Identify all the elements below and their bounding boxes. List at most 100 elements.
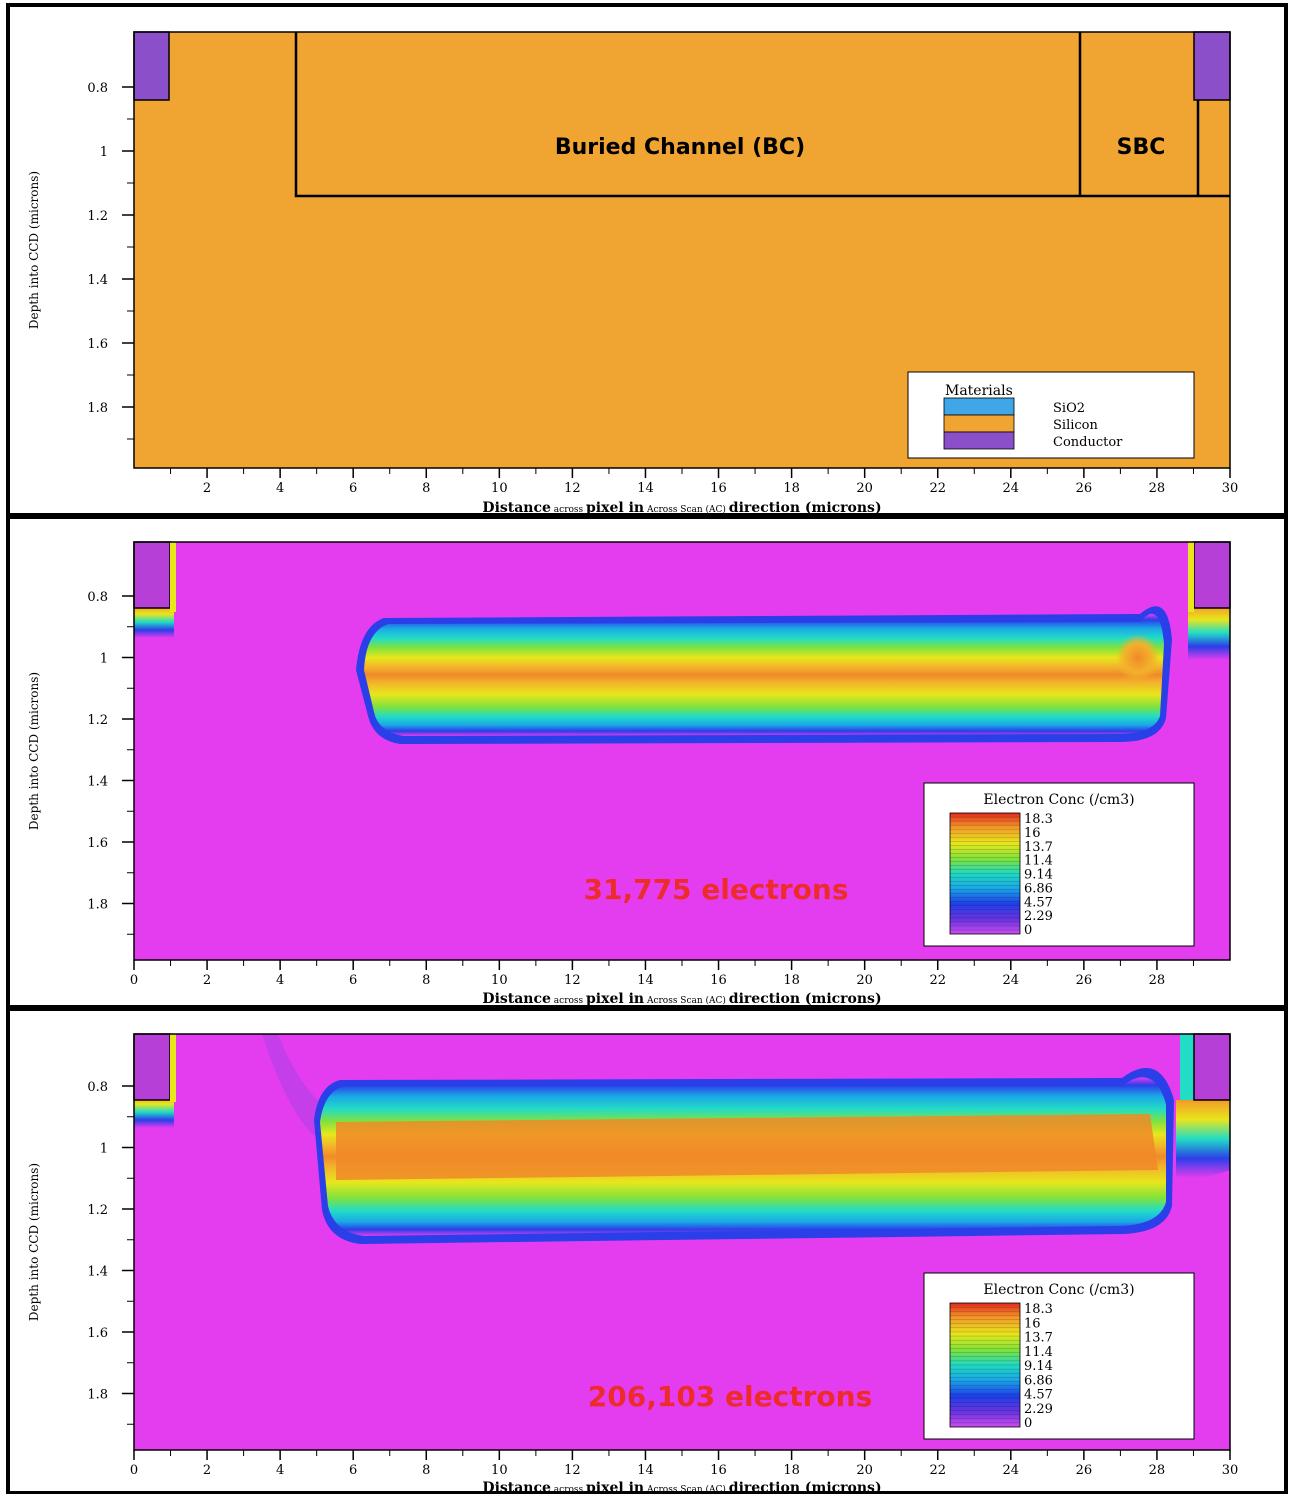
- x-axis-label-part: Distance: [482, 991, 551, 1007]
- x-tick-label: 0: [130, 1463, 138, 1478]
- x-tick-label: 16: [710, 1463, 727, 1478]
- legend-label-sio2: SiO2: [1053, 401, 1085, 416]
- colorbar-level-label: 9.14: [1024, 868, 1053, 883]
- x-tick-label: 6: [349, 973, 357, 988]
- x-tick-label: 10: [491, 481, 508, 496]
- x-tick-label: 4: [276, 481, 284, 496]
- x-tick-label: 18: [783, 481, 800, 496]
- right-spill: [1180, 1034, 1194, 1100]
- x-tick-label: 6: [349, 481, 357, 496]
- colorbar-level-label: 16: [1024, 1316, 1041, 1331]
- x-tick-label: 8: [422, 973, 430, 988]
- x-axis-label-part: Distance: [482, 1480, 551, 1494]
- x-tick-label: 28: [1149, 973, 1166, 988]
- y-tick-label: 1.4: [87, 273, 108, 288]
- conductor-left: [133, 541, 171, 609]
- x-axis-label-part: Across Scan (AC): [644, 995, 729, 1006]
- x-tick-label: 6: [349, 1463, 357, 1478]
- x-tick-label: 8: [422, 1463, 430, 1478]
- colorbar-level-label: 11.4: [1024, 854, 1053, 869]
- x-tick-label: 8: [422, 481, 430, 496]
- edge-gap-right: [1188, 542, 1194, 612]
- legend-label-conductor: Conductor: [1053, 435, 1123, 450]
- colorbar-level-label: 0: [1024, 1416, 1032, 1431]
- legend-title: Electron Conc (/cm3): [983, 1282, 1134, 1298]
- materials-plot: Buried Channel (BC) SBC Materials SiO2 S…: [27, 31, 1238, 516]
- y-tick-label: 1.6: [87, 1326, 108, 1341]
- y-axis-label: Depth into CCD (microns): [27, 171, 41, 329]
- x-tick-label: 16: [710, 973, 727, 988]
- bc-outline: [294, 32, 1230, 198]
- x-tick-label: 4: [276, 1463, 284, 1478]
- x-axis-label-part: direction (microns): [729, 500, 882, 516]
- x-tick-label: 20: [856, 1463, 873, 1478]
- y-tick-label: 0.8: [87, 590, 108, 605]
- x-tick-label: 14: [637, 1463, 654, 1478]
- x-axis-label-part: across: [551, 505, 586, 515]
- x-axis-label-part: Across Scan (AC): [644, 504, 729, 515]
- y-tick-label: 1.2: [87, 1203, 108, 1218]
- x-tick-label: 26: [1076, 1463, 1093, 1478]
- colorbar-level-label: 18.3: [1024, 812, 1053, 827]
- y-axis-label: Depth into CCD (microns): [27, 1163, 41, 1321]
- edge-band-left: [134, 1096, 174, 1128]
- legend-label-silicon: Silicon: [1053, 418, 1098, 433]
- y-tick-label: 1.4: [87, 775, 108, 790]
- legend-title: Materials: [945, 383, 1013, 399]
- electron-count-annotation: 206,103 electrons: [588, 1380, 872, 1413]
- x-tick-label: 26: [1076, 481, 1093, 496]
- y-tick-label: 1: [100, 1142, 108, 1157]
- x-tick-label: 4: [276, 973, 284, 988]
- x-axis-label-part: Distance: [482, 500, 551, 516]
- x-tick-label: 22: [929, 1463, 946, 1478]
- charge-packet: [364, 613, 1164, 736]
- colorbar-level-label: 6.86: [1024, 881, 1053, 896]
- x-axis-label-part: pixel in: [586, 1480, 644, 1494]
- concentration-plot-2: 206,103 electrons Electron Conc (/cm3)18…: [27, 1033, 1239, 1496]
- x-tick-label: 18: [783, 1463, 800, 1478]
- conductor-left: [133, 31, 170, 101]
- x-axis-label-part: across: [551, 996, 586, 1006]
- x-tick-label: 10: [491, 1463, 508, 1478]
- bc-label: Buried Channel (BC): [555, 135, 805, 160]
- sbc-hotspot: [1116, 634, 1160, 682]
- y-tick-label: 1: [100, 652, 108, 667]
- colorbar-level-label: 0: [1024, 923, 1032, 938]
- x-tick-label: 0: [130, 973, 138, 988]
- x-axis-label-part: direction (microns): [729, 1480, 882, 1494]
- concentration-plot-1: 31,775 electrons Electron Conc (/cm3) 18.…: [27, 541, 1231, 1007]
- x-axis-label-part: pixel in: [586, 991, 644, 1007]
- colorbar-level-label: 13.7: [1024, 1331, 1053, 1346]
- concentration-legend: Electron Conc (/cm3) 18.31613.711.49.146.…: [923, 1272, 1195, 1440]
- edge-gap-left: [170, 542, 176, 612]
- edge-gap-left: [170, 1034, 176, 1102]
- x-tick-label: 20: [856, 973, 873, 988]
- x-tick-label: 30: [1222, 1463, 1239, 1478]
- y-tick-label: 1.8: [87, 1388, 108, 1403]
- x-tick-label: 14: [637, 481, 654, 496]
- electron-count-annotation: 31,775 electrons: [583, 873, 848, 906]
- legend-swatch-conductor: [943, 431, 1015, 450]
- x-axis-label: Distance across pixel in Across Scan (AC…: [482, 500, 881, 516]
- axes: 0.811.21.41.61.80 2 4 6 8 10 12 14 16 18 20 22 24 26 2…: [27, 590, 1194, 1007]
- colorbar-level-label: 9.14: [1024, 1359, 1053, 1374]
- x-tick-label: 24: [1003, 1463, 1020, 1478]
- x-tick-label: 18: [783, 973, 800, 988]
- colorbar-level-label: 4.57: [1024, 1388, 1053, 1403]
- x-axis-label: Distance across pixel in Across Scan (AC…: [482, 1480, 881, 1494]
- colorbar-level-label: 13.7: [1024, 840, 1053, 855]
- axes: 0.811.21.41.61.80 2 4 6 8 10 12 14 16 18 20 22 24 26 2…: [27, 1080, 1239, 1496]
- y-tick-label: 1.4: [87, 1265, 108, 1280]
- panel-frame-3: [6, 1007, 1288, 1495]
- legend-title: Electron Conc (/cm3): [983, 792, 1134, 808]
- conductor-left: [133, 1033, 171, 1101]
- diffusion-smear: [262, 1034, 330, 1140]
- concentration-legend: Electron Conc (/cm3) 18.31613.711.49.146.…: [923, 782, 1195, 947]
- conductor-right: [1193, 31, 1231, 101]
- legend-swatch-silicon: [943, 414, 1015, 433]
- y-tick-label: 1.8: [87, 401, 108, 416]
- x-axis-label-part: Across Scan (AC): [644, 1484, 729, 1494]
- x-tick-label: 2: [203, 973, 211, 988]
- y-tick-label: 0.8: [87, 81, 108, 96]
- x-tick-label: 10: [491, 973, 508, 988]
